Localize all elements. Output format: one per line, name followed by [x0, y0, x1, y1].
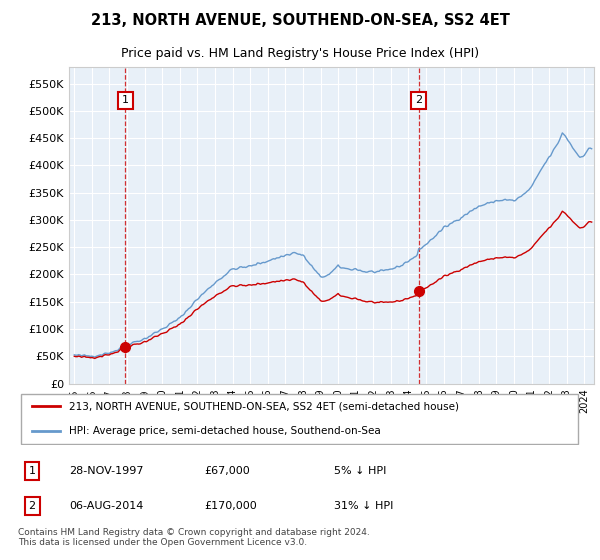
FancyBboxPatch shape [21, 394, 578, 444]
Text: HPI: Average price, semi-detached house, Southend-on-Sea: HPI: Average price, semi-detached house,… [69, 426, 380, 436]
Text: 31% ↓ HPI: 31% ↓ HPI [334, 501, 393, 511]
Text: Contains HM Land Registry data © Crown copyright and database right 2024.
This d: Contains HM Land Registry data © Crown c… [18, 528, 370, 548]
Text: 1: 1 [29, 466, 35, 476]
Text: £67,000: £67,000 [204, 466, 250, 476]
Text: 5% ↓ HPI: 5% ↓ HPI [334, 466, 386, 476]
Text: 213, NORTH AVENUE, SOUTHEND-ON-SEA, SS2 4ET (semi-detached house): 213, NORTH AVENUE, SOUTHEND-ON-SEA, SS2 … [69, 402, 459, 412]
Text: 06-AUG-2014: 06-AUG-2014 [69, 501, 143, 511]
Text: £170,000: £170,000 [204, 501, 257, 511]
Text: Price paid vs. HM Land Registry's House Price Index (HPI): Price paid vs. HM Land Registry's House … [121, 47, 479, 60]
Text: 2: 2 [415, 95, 422, 105]
Text: 2: 2 [29, 501, 35, 511]
Text: 28-NOV-1997: 28-NOV-1997 [69, 466, 143, 476]
Text: 213, NORTH AVENUE, SOUTHEND-ON-SEA, SS2 4ET: 213, NORTH AVENUE, SOUTHEND-ON-SEA, SS2 … [91, 13, 509, 29]
Text: 1: 1 [122, 95, 129, 105]
